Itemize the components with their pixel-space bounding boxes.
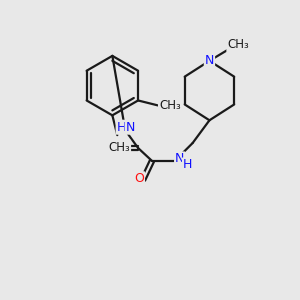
Text: H: H — [183, 158, 192, 171]
Text: CH₃: CH₃ — [159, 99, 181, 112]
Text: O: O — [134, 172, 144, 185]
Text: H: H — [117, 121, 126, 134]
Text: N: N — [125, 121, 135, 134]
Text: CH₃: CH₃ — [108, 140, 130, 154]
Text: N: N — [175, 152, 184, 165]
Text: O: O — [111, 140, 121, 154]
Text: CH₃: CH₃ — [227, 38, 249, 52]
Text: N: N — [205, 54, 214, 67]
